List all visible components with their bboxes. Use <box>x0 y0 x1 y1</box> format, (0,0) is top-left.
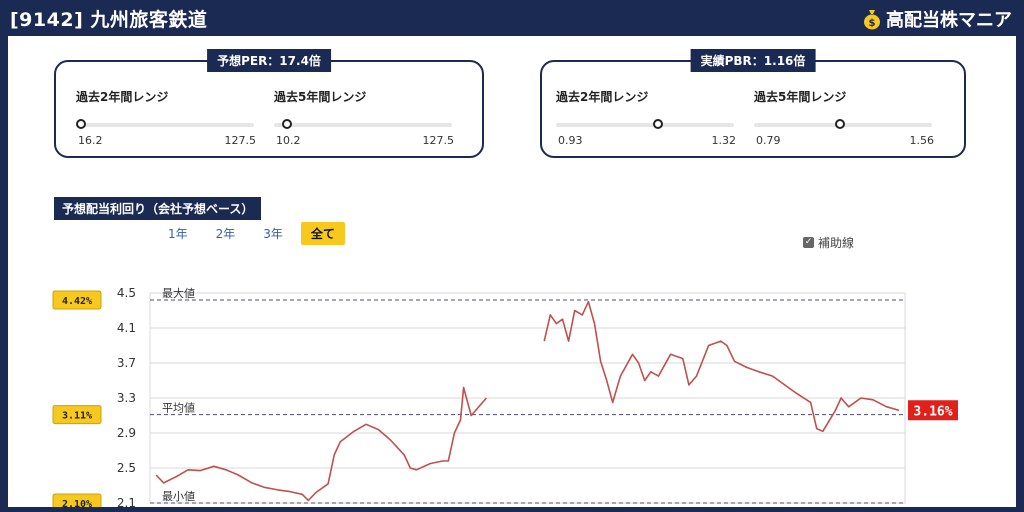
aux-lines-toggle[interactable]: ✓ 補助線 <box>803 234 854 251</box>
y-tick-label: 4.1 <box>117 321 136 335</box>
range-max: 127.5 <box>422 134 455 147</box>
range-max: 1.56 <box>909 134 935 147</box>
pbr-range-2y: 過去2年間レンジ 0.93 1.32 <box>556 84 737 147</box>
range-min: 0.93 <box>558 134 583 147</box>
range-max: 127.5 <box>224 134 257 147</box>
per-range-2y: 過去2年間レンジ 16.2 127.5 <box>76 84 257 147</box>
y-tick-label: 2.5 <box>117 461 136 475</box>
current-value-badge <box>908 400 958 421</box>
range-max: 1.32 <box>711 134 737 147</box>
range-marker <box>282 119 293 129</box>
brand-name: 高配当株マニア <box>886 10 1012 31</box>
yield-line <box>155 300 900 502</box>
y-tick-label: 2.1 <box>117 496 136 507</box>
checkbox-checked-icon[interactable]: ✓ <box>803 237 814 248</box>
per-box: 予想PER：17.4倍 過去2年間レンジ 16.2 127.5 過去5年間レンジ… <box>54 49 484 158</box>
reference-badge <box>52 405 102 425</box>
range-min: 16.2 <box>78 134 103 147</box>
tab-3y[interactable]: 3年 <box>263 227 283 241</box>
aux-lines-label: 補助線 <box>818 236 855 250</box>
brand-logo[interactable]: $ 高配当株マニア <box>862 6 1012 32</box>
range-marker <box>76 119 86 129</box>
tab-1y[interactable]: 1年 <box>168 227 188 241</box>
period-tabs: 1年 2年 3年 全て <box>158 222 345 245</box>
range-min: 10.2 <box>276 134 301 147</box>
top-bar: [9142] 九州旅客鉄道 $ 高配当株マニア <box>0 0 1024 36</box>
current-value-label: 3.16% <box>913 404 952 419</box>
reference-badge <box>52 493 102 507</box>
y-tick-label: 3.3 <box>117 391 136 405</box>
page-title: [9142] 九州旅客鉄道 <box>10 9 208 31</box>
reference-line-label: 最大値 <box>162 286 195 300</box>
reference-badge <box>52 290 102 310</box>
range-title: 過去2年間レンジ <box>556 90 649 104</box>
money-bag-icon: $ <box>864 10 880 30</box>
reference-badge-label: 3.11% <box>62 411 92 422</box>
yield-chart: 4.54.13.73.32.92.52.118/0719/0119/0720/0… <box>52 286 958 507</box>
tab-all[interactable]: 全て <box>300 222 345 245</box>
reference-badge-label: 4.42% <box>62 296 92 307</box>
per-label: 予想PER：17.4倍 <box>207 49 331 72</box>
range-track <box>76 123 254 127</box>
range-track <box>556 123 734 127</box>
range-min: 0.79 <box>756 134 781 147</box>
pbr-label: 実績PBR：1.16倍 <box>690 49 816 72</box>
tab-2y[interactable]: 2年 <box>215 227 236 241</box>
pbr-range-5y: 過去5年間レンジ 0.79 1.56 <box>754 84 935 147</box>
main-panel: 予想PER：17.4倍 過去2年間レンジ 16.2 127.5 過去5年間レンジ… <box>8 36 1016 507</box>
y-tick-label: 3.7 <box>117 356 136 370</box>
y-tick-label: 2.9 <box>117 426 136 440</box>
range-track <box>274 123 452 127</box>
per-range-5y: 過去5年間レンジ 10.2 127.5 <box>274 84 455 147</box>
reference-line-label: 平均値 <box>162 402 195 415</box>
range-marker <box>653 119 664 129</box>
reference-line-label: 最小値 <box>162 490 195 503</box>
range-title: 過去2年間レンジ <box>76 90 169 104</box>
y-tick-label: 4.5 <box>117 286 136 300</box>
range-title: 過去5年間レンジ <box>274 90 367 104</box>
yield-section-title: 予想配当利回り（会社予想ベース） <box>54 197 262 220</box>
reference-badge-label: 2.10% <box>62 499 92 507</box>
range-marker <box>834 119 845 129</box>
svg-text:$: $ <box>869 18 876 29</box>
range-title: 過去5年間レンジ <box>754 90 847 104</box>
pbr-box: 実績PBR：1.16倍 過去2年間レンジ 0.93 1.32 過去5年間レンジ … <box>540 49 966 158</box>
